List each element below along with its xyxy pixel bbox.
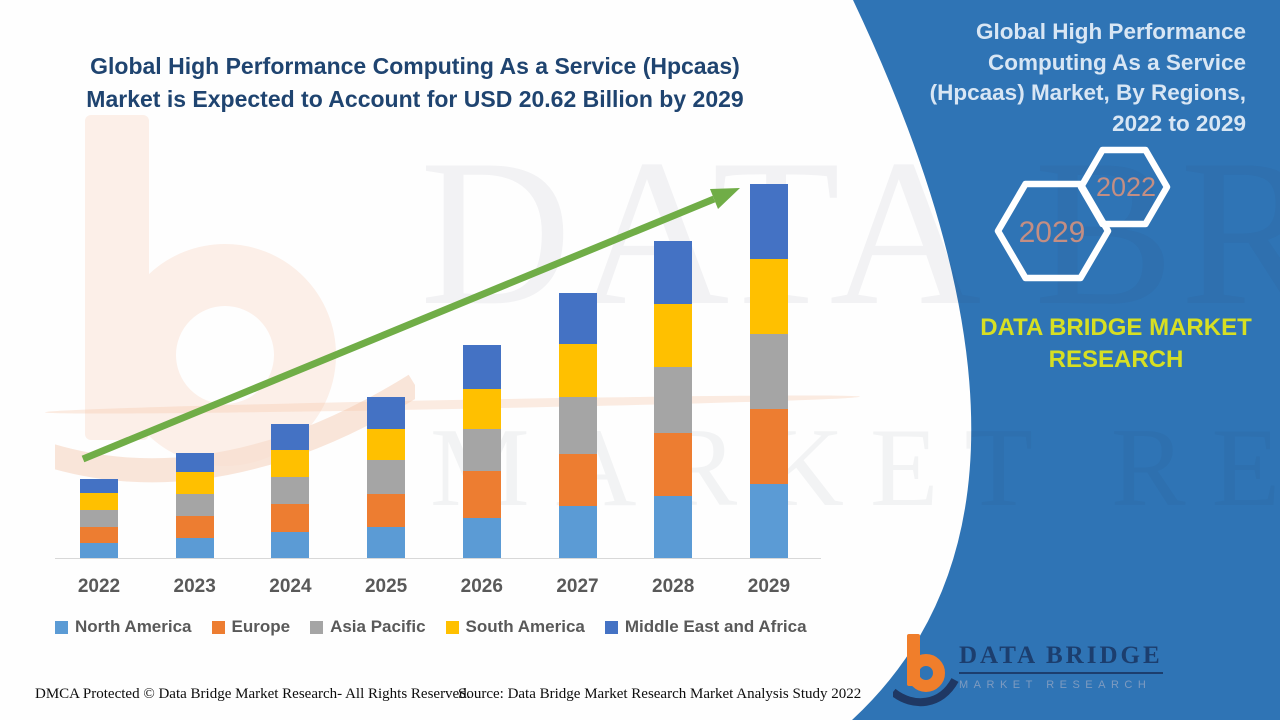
bar-2023-south-america: [175, 472, 214, 495]
data-bridge-logo: DATA BRIDGE MARKET RESEARCH: [890, 632, 1163, 712]
legend-label: Middle East and Africa: [624, 617, 807, 636]
logo-b-icon: [890, 634, 959, 707]
bar-2023-asia-pacific: [175, 494, 214, 517]
source-note: Source: Data Bridge Market Research Mark…: [458, 686, 862, 702]
bar-2022-asia-pacific: [80, 509, 118, 527]
bar-2028-europe: [654, 433, 693, 496]
bar-2027-asia-pacific: [558, 396, 597, 454]
bar-2027-north-america: [558, 505, 597, 558]
bar-2027-south-america: [558, 343, 597, 397]
legend-swatch-icon: [211, 620, 225, 634]
page-title-line1: Global High Performance Computing As a S…: [90, 53, 740, 79]
x-axis-label-2028: 2028: [652, 576, 695, 597]
dmca-notice: DMCA Protected © Data Bridge Market Rese…: [35, 686, 471, 702]
brand-name-text: DATA BRIDGE MARKET RESEARCH: [980, 314, 1252, 373]
bar-2028-asia-pacific: [654, 367, 693, 434]
bar-2028-south-america: [654, 304, 693, 367]
bar-2025-europe: [367, 493, 406, 527]
legend-item-middle-east-and-africa: Middle East and Africa: [604, 617, 807, 637]
hexagon-2022-label: 2022: [1096, 172, 1156, 202]
logo-name: DATA BRIDGE: [959, 642, 1163, 674]
bar-2026-south-america: [462, 388, 501, 429]
bar-2024-north-america: [271, 532, 310, 558]
x-axis-line: [55, 558, 821, 559]
x-axis-label-2025: 2025: [364, 576, 408, 597]
bar-2023-middle-east-and-africa: [175, 453, 214, 473]
bar-2028-north-america: [654, 495, 693, 558]
legend-label: South America: [465, 617, 585, 636]
bar-2022-north-america: [80, 542, 118, 558]
bar-2025-north-america: [367, 526, 406, 558]
legend-item-europe: Europe: [211, 617, 291, 637]
bar-2026-asia-pacific: [462, 428, 501, 471]
bar-2025-middle-east-and-africa: [367, 397, 406, 430]
bar-2029-north-america: [749, 483, 788, 558]
legend-swatch-icon: [55, 620, 68, 634]
bar-2029-south-america: [749, 259, 788, 335]
bar-2023-north-america: [175, 538, 214, 558]
hexagon-2029: [994, 180, 1112, 282]
bar-2025-south-america: [367, 429, 406, 461]
legend-swatch-icon: [604, 620, 618, 634]
bar-2026-middle-east-and-africa: [462, 344, 501, 389]
x-axis-label-2023: 2023: [173, 576, 216, 597]
bar-2029-asia-pacific: [749, 334, 788, 410]
page-title-line2: Market is Expected to Account for USD 20…: [86, 85, 744, 112]
bar-2027-europe: [558, 453, 597, 506]
legend-item-north-america: North America: [55, 617, 192, 637]
hexagon-2029-label: 2029: [1019, 216, 1086, 249]
x-axis-label-2026: 2026: [460, 576, 503, 597]
bar-2026-north-america: [462, 517, 501, 558]
bar-2024-europe: [271, 504, 310, 533]
chart-legend: North America Europe Asia Pacific South Ame…: [55, 617, 807, 637]
x-axis-label-2022: 2022: [77, 576, 121, 597]
data-bridge-logo-icon: [890, 632, 959, 710]
bar-2022-europe: [80, 526, 118, 543]
legend-swatch-icon: [445, 620, 459, 634]
bar-2029-middle-east-and-africa: [749, 184, 788, 260]
x-axis-label-2029: 2029: [747, 576, 791, 597]
bar-2027-middle-east-and-africa: [558, 293, 597, 344]
legend-swatch-icon: [310, 620, 324, 634]
x-axis-label-2024: 2024: [269, 576, 312, 597]
hexagon-2022: [1077, 146, 1171, 228]
bar-2029-europe: [749, 409, 788, 484]
bar-2022-south-america: [80, 492, 118, 510]
page-title: Global High Performance Computing As a S…: [40, 50, 790, 116]
x-axis-label-2027: 2027: [556, 576, 599, 597]
bar-2025-asia-pacific: [367, 460, 406, 494]
bar-2022-middle-east-and-africa: [80, 478, 118, 493]
bar-2024-asia-pacific: [271, 477, 310, 505]
watermark-logo-b: [55, 115, 415, 483]
legend-label: North America: [75, 617, 192, 636]
logo-text: DATA BRIDGE MARKET RESEARCH: [959, 632, 1163, 691]
panel-title: Global High Performance Computing As a S…: [929, 19, 1246, 136]
bar-2028-middle-east-and-africa: [654, 241, 693, 305]
logo-subtitle: MARKET RESEARCH: [959, 679, 1152, 691]
bar-2023-europe: [175, 516, 214, 539]
bar-2024-middle-east-and-africa: [271, 424, 310, 451]
bar-2024-south-america: [271, 450, 310, 478]
legend-item-asia-pacific: Asia Pacific: [310, 617, 426, 637]
legend-label: Europe: [231, 617, 291, 636]
legend-label: Asia Pacific: [330, 617, 426, 636]
legend-item-south-america: South America: [445, 617, 585, 637]
bar-2026-europe: [462, 470, 501, 518]
